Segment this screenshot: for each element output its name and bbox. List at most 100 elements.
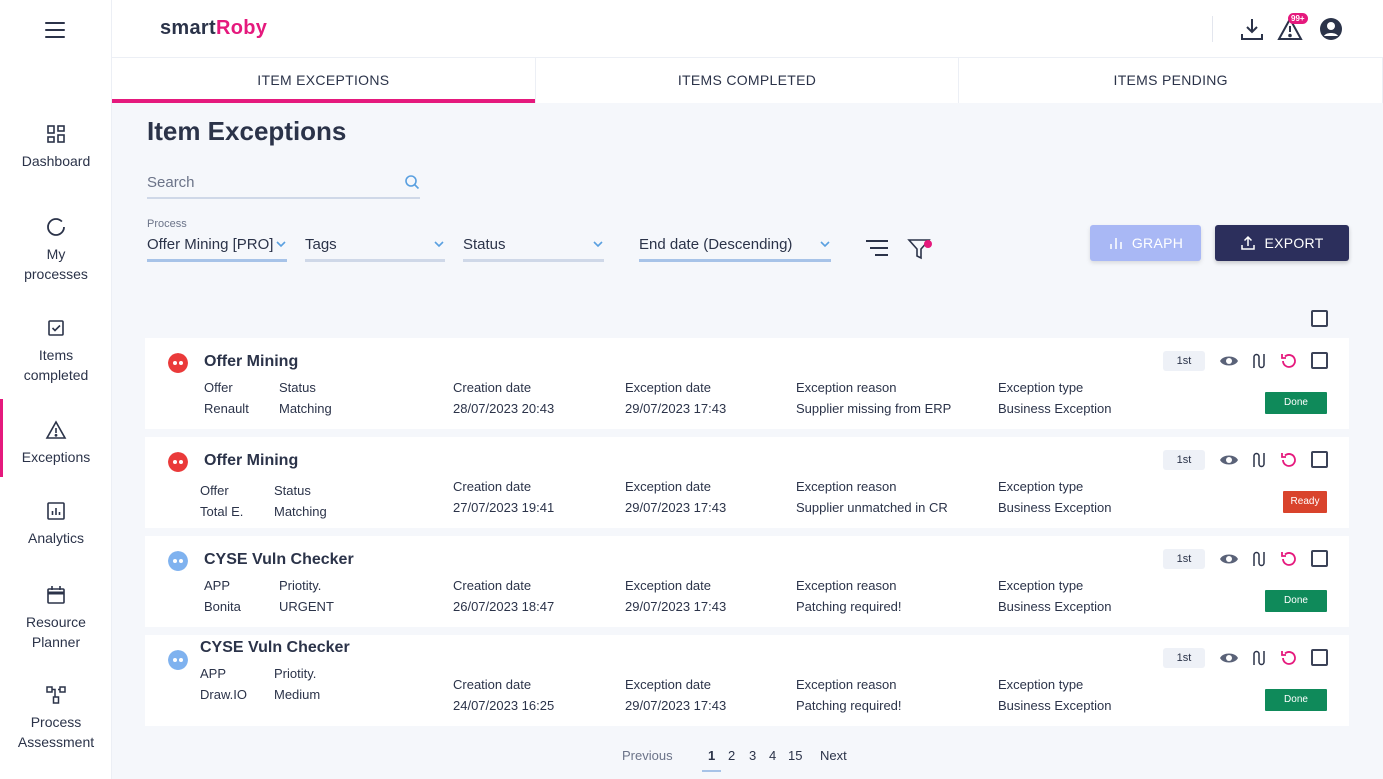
field-value: 29/07/2023 17:43 [625, 698, 727, 713]
field-header: Exception reason [796, 380, 897, 395]
eye-icon[interactable] [1219, 648, 1239, 668]
robot-avatar-icon [168, 452, 188, 472]
order-badge: 1st [1163, 351, 1205, 371]
sidebar-item-dashboard[interactable]: Dashboard [0, 123, 112, 171]
field-priority: Priotity. URGENT [279, 578, 334, 614]
card-title: Offer Mining [204, 452, 299, 469]
retry-icon[interactable] [1279, 549, 1299, 569]
eye-icon[interactable] [1219, 450, 1239, 470]
sidebar-item-my-processes[interactable]: My processes [0, 216, 112, 284]
field-header: Priotity. [274, 666, 317, 681]
page-link-4[interactable]: 4 [769, 748, 777, 763]
search-box [147, 170, 420, 199]
field-header: Exception reason [796, 578, 897, 593]
retry-icon[interactable] [1279, 351, 1299, 371]
previous-page-link[interactable]: Previous [622, 748, 673, 763]
sidebar-item-resource-planner[interactable]: Resource Planner [0, 584, 112, 652]
page-title: Item Exceptions [147, 116, 347, 146]
page-link-3[interactable]: 3 [749, 748, 757, 763]
process-select[interactable]: Process Offer Mining [PRO] [147, 218, 287, 262]
field-header: Exception date [625, 578, 712, 593]
status-badge: Ready [1283, 491, 1327, 513]
row-checkbox[interactable] [1311, 451, 1328, 468]
field-value: Total E. [200, 504, 244, 519]
tab-item-exceptions[interactable]: ITEM EXCEPTIONS [112, 58, 536, 103]
divider [1212, 16, 1213, 42]
filter-icon[interactable] [907, 236, 935, 262]
field-value: 26/07/2023 18:47 [453, 599, 555, 614]
sidebar-item-exceptions[interactable]: Exceptions [0, 399, 112, 477]
user-avatar-icon[interactable] [1318, 16, 1344, 42]
row-checkbox[interactable] [1311, 649, 1328, 666]
exception-card[interactable]: CYSE Vuln Checker APP Bonita Priotity. URG… [145, 536, 1349, 627]
sidebar-item-process-assessment[interactable]: Process Assessment [0, 684, 112, 752]
eye-icon[interactable] [1219, 351, 1239, 371]
sidebar-item-analytics[interactable]: Analytics [0, 500, 112, 548]
tags-value: Tags [305, 236, 337, 253]
field-value: 28/07/2023 20:43 [453, 401, 555, 416]
sidebar-item-label: Items completed [23, 347, 89, 383]
sidebar-item-label: Dashboard [21, 153, 91, 169]
field-value: Business Exception [998, 500, 1112, 515]
exception-card[interactable]: Offer Mining Offer Total E. Status Matchin… [145, 437, 1349, 528]
field-exception-date: Exception date 29/07/2023 17:43 [625, 677, 726, 713]
process-label: Process [147, 218, 187, 230]
field-header: Priotity. [279, 578, 322, 593]
card-title: CYSE Vuln Checker [204, 551, 354, 568]
exception-card[interactable]: CYSE Vuln Checker APP Draw.IO Priotity. Me… [145, 635, 1349, 726]
hamburger-menu-icon[interactable] [45, 22, 65, 38]
tab-items-pending[interactable]: ITEMS PENDING [959, 58, 1383, 103]
route-icon[interactable] [1249, 351, 1269, 371]
next-page-link[interactable]: Next [820, 748, 847, 763]
route-icon[interactable] [1249, 549, 1269, 569]
route-icon[interactable] [1249, 450, 1269, 470]
field-value: 27/07/2023 19:41 [453, 500, 555, 515]
page-link-2[interactable]: 2 [728, 748, 736, 763]
field-exception-date: Exception date 29/07/2023 17:43 [625, 380, 726, 416]
status-value: Status [463, 236, 506, 253]
page-link-15[interactable]: 15 [788, 748, 803, 763]
sort-select[interactable]: End date (Descending) [639, 218, 831, 262]
field-header: Exception type [998, 578, 1084, 593]
eye-icon[interactable] [1219, 549, 1239, 569]
export-button[interactable]: EXPORT [1215, 225, 1349, 261]
robot-avatar-icon [168, 551, 188, 571]
field-creation-date: Creation date 27/07/2023 19:41 [453, 479, 554, 515]
chevron-down-icon [593, 241, 603, 248]
page-link-1[interactable]: 1 [701, 748, 722, 772]
tab-bar: ITEM EXCEPTIONS ITEMS COMPLETED ITEMS PE… [112, 58, 1383, 103]
field-value: Matching [274, 504, 327, 519]
field-exception-date: Exception date 29/07/2023 17:43 [625, 578, 726, 614]
field-priority: Priotity. Medium [274, 666, 320, 702]
route-icon[interactable] [1249, 648, 1269, 668]
status-select[interactable]: Status [463, 218, 604, 262]
top-bar: smartRoby 99+ [112, 0, 1383, 58]
field-header: Offer [204, 380, 233, 395]
search-icon[interactable] [404, 174, 420, 190]
graph-button[interactable]: GRAPH [1090, 225, 1201, 261]
row-checkbox[interactable] [1311, 550, 1328, 567]
field-status: Status Matching [274, 483, 327, 519]
logo-part-smart: smart [160, 17, 216, 39]
sidebar: Dashboard My processes Items completed E… [0, 0, 112, 779]
field-exception-type: Exception type Business Exception [998, 578, 1111, 614]
field-value: Supplier missing from ERP [796, 401, 952, 416]
field-exception-type: Exception type Business Exception [998, 380, 1111, 416]
retry-icon[interactable] [1279, 648, 1299, 668]
download-icon[interactable] [1239, 16, 1265, 42]
select-all-checkbox[interactable] [1311, 310, 1328, 327]
sidebar-item-items-completed[interactable]: Items completed [0, 317, 112, 385]
robot-avatar-icon [168, 650, 188, 670]
alert-icon[interactable] [1277, 16, 1303, 42]
row-checkbox[interactable] [1311, 352, 1328, 369]
process-flow-icon [46, 686, 66, 704]
notification-badge: 99+ [1288, 13, 1308, 24]
exception-card[interactable]: Offer Mining Offer Renault Status Matching… [145, 338, 1349, 429]
field-value: Business Exception [998, 599, 1112, 614]
sort-icon[interactable] [865, 238, 889, 258]
retry-icon[interactable] [1279, 450, 1299, 470]
tab-items-completed[interactable]: ITEMS COMPLETED [536, 58, 960, 103]
tags-select[interactable]: Tags [305, 218, 445, 262]
search-input[interactable] [147, 170, 387, 194]
warning-icon [45, 420, 67, 439]
